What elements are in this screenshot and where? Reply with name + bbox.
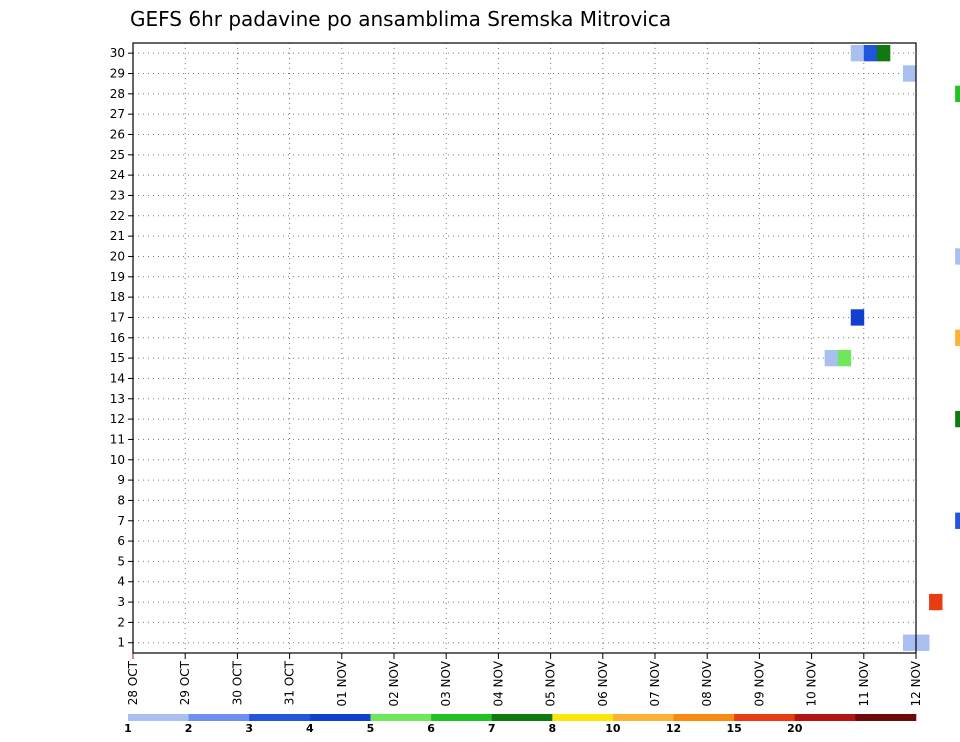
x-tick-label: 12 NOV bbox=[909, 660, 923, 706]
precipitation-cells bbox=[824, 45, 960, 651]
y-tick-label: 30 bbox=[110, 46, 125, 60]
colorbar-label: 15 bbox=[726, 722, 741, 735]
y-tick-label: 15 bbox=[110, 351, 125, 365]
y-tick-label: 17 bbox=[110, 310, 125, 324]
colorbar-label: 3 bbox=[245, 722, 253, 735]
x-tick-label: 01 NOV bbox=[335, 660, 349, 706]
precip-cell bbox=[955, 248, 960, 265]
y-tick-label: 8 bbox=[117, 493, 125, 507]
colorbar-swatch bbox=[249, 714, 311, 721]
x-tick-label: 28 OCT bbox=[126, 660, 140, 705]
y-tick-label: 24 bbox=[110, 168, 125, 182]
x-tick-label: 10 NOV bbox=[805, 660, 819, 706]
y-tick-label: 23 bbox=[110, 188, 125, 202]
y-tick-label: 19 bbox=[110, 270, 125, 284]
y-tick-label: 22 bbox=[110, 209, 125, 223]
colorbar-swatch bbox=[128, 714, 189, 721]
x-tick-label: 30 OCT bbox=[230, 660, 244, 705]
colorbar-legend: 1 2 3 4 5 6 7 8 10 12 15 20 bbox=[124, 714, 917, 735]
precip-cell bbox=[876, 45, 891, 62]
colorbar-swatch bbox=[855, 714, 917, 721]
precip-cell bbox=[955, 410, 960, 428]
y-axis: 1234567891011121314151617181920212223242… bbox=[110, 46, 133, 650]
colorbar-swatch bbox=[673, 714, 735, 721]
y-tick-label: 13 bbox=[110, 392, 125, 406]
x-tick-label: 09 NOV bbox=[752, 660, 766, 706]
colorbar-label: 7 bbox=[488, 722, 496, 735]
colorbar-swatch bbox=[309, 714, 371, 721]
colorbar-label: 2 bbox=[185, 722, 193, 735]
colorbar-label: 12 bbox=[666, 722, 681, 735]
precip-cell bbox=[955, 329, 960, 346]
y-tick-label: 9 bbox=[117, 473, 125, 487]
y-tick-label: 2 bbox=[117, 615, 125, 629]
y-tick-label: 21 bbox=[110, 229, 125, 243]
x-tick-label: 05 NOV bbox=[544, 660, 558, 706]
x-tick-label: 11 NOV bbox=[857, 660, 871, 706]
x-tick-label: 31 OCT bbox=[283, 660, 297, 705]
colorbar-label: 4 bbox=[306, 722, 314, 735]
colorbar-swatch bbox=[794, 714, 856, 721]
y-tick-label: 25 bbox=[110, 148, 125, 162]
y-tick-label: 29 bbox=[110, 66, 125, 80]
colorbar-swatch bbox=[552, 714, 614, 721]
colorbar-label: 10 bbox=[605, 722, 621, 735]
x-tick-label: 08 NOV bbox=[700, 660, 714, 706]
y-tick-label: 12 bbox=[110, 412, 125, 426]
x-tick-label: 29 OCT bbox=[178, 660, 192, 705]
colorbar-swatch bbox=[188, 714, 250, 721]
colorbar-label: 6 bbox=[427, 722, 435, 735]
colorbar-swatch bbox=[734, 714, 796, 721]
colorbar-swatch bbox=[491, 714, 553, 721]
precip-cell bbox=[850, 45, 865, 62]
y-tick-label: 28 bbox=[110, 87, 125, 101]
x-axis: 28 OCT 29 OCT 30 OCT 31 OCT 01 NOV 02 NOV 03 N… bbox=[126, 653, 923, 707]
colorbar-swatch bbox=[431, 714, 492, 721]
precip-cell bbox=[902, 65, 917, 82]
y-tick-label: 5 bbox=[117, 554, 125, 568]
x-tick-label: 06 NOV bbox=[596, 660, 610, 706]
y-tick-label: 4 bbox=[117, 575, 125, 589]
y-tick-label: 10 bbox=[110, 453, 125, 467]
colorbar-label: 20 bbox=[787, 722, 803, 735]
plot-frame bbox=[132, 42, 917, 654]
chart-title: GEFS 6hr padavine po ansamblima Sremska … bbox=[130, 7, 671, 31]
y-tick-label: 20 bbox=[110, 249, 125, 263]
x-tick-label: 03 NOV bbox=[439, 660, 453, 706]
x-tick-label: 04 NOV bbox=[491, 660, 505, 706]
colorbar-label: 8 bbox=[548, 722, 556, 735]
y-tick-label: 11 bbox=[110, 432, 125, 446]
precip-cell bbox=[863, 45, 878, 62]
precip-cell bbox=[916, 634, 930, 651]
y-tick-label: 1 bbox=[117, 636, 125, 650]
colorbar-swatch bbox=[612, 714, 674, 721]
precip-cell bbox=[929, 593, 943, 611]
precip-cell bbox=[837, 349, 852, 367]
x-tick-label: 07 NOV bbox=[648, 660, 662, 706]
precip-cell bbox=[824, 349, 839, 367]
colorbar-label: 1 bbox=[124, 722, 132, 735]
colorbar-swatch bbox=[370, 714, 432, 721]
precip-cell bbox=[955, 85, 960, 102]
precip-cell bbox=[902, 634, 917, 651]
colorbar-label: 5 bbox=[367, 722, 375, 735]
grid-lines bbox=[133, 43, 916, 653]
y-tick-label: 7 bbox=[117, 514, 125, 528]
y-tick-label: 6 bbox=[117, 534, 125, 548]
y-tick-label: 18 bbox=[110, 290, 125, 304]
y-tick-label: 16 bbox=[110, 331, 125, 345]
y-tick-label: 26 bbox=[110, 127, 125, 141]
x-tick-label: 02 NOV bbox=[387, 660, 401, 706]
y-tick-label: 27 bbox=[110, 107, 125, 121]
precip-cell bbox=[850, 309, 865, 326]
y-tick-label: 3 bbox=[117, 595, 125, 609]
precip-cell bbox=[955, 512, 960, 529]
y-tick-label: 14 bbox=[110, 371, 125, 385]
